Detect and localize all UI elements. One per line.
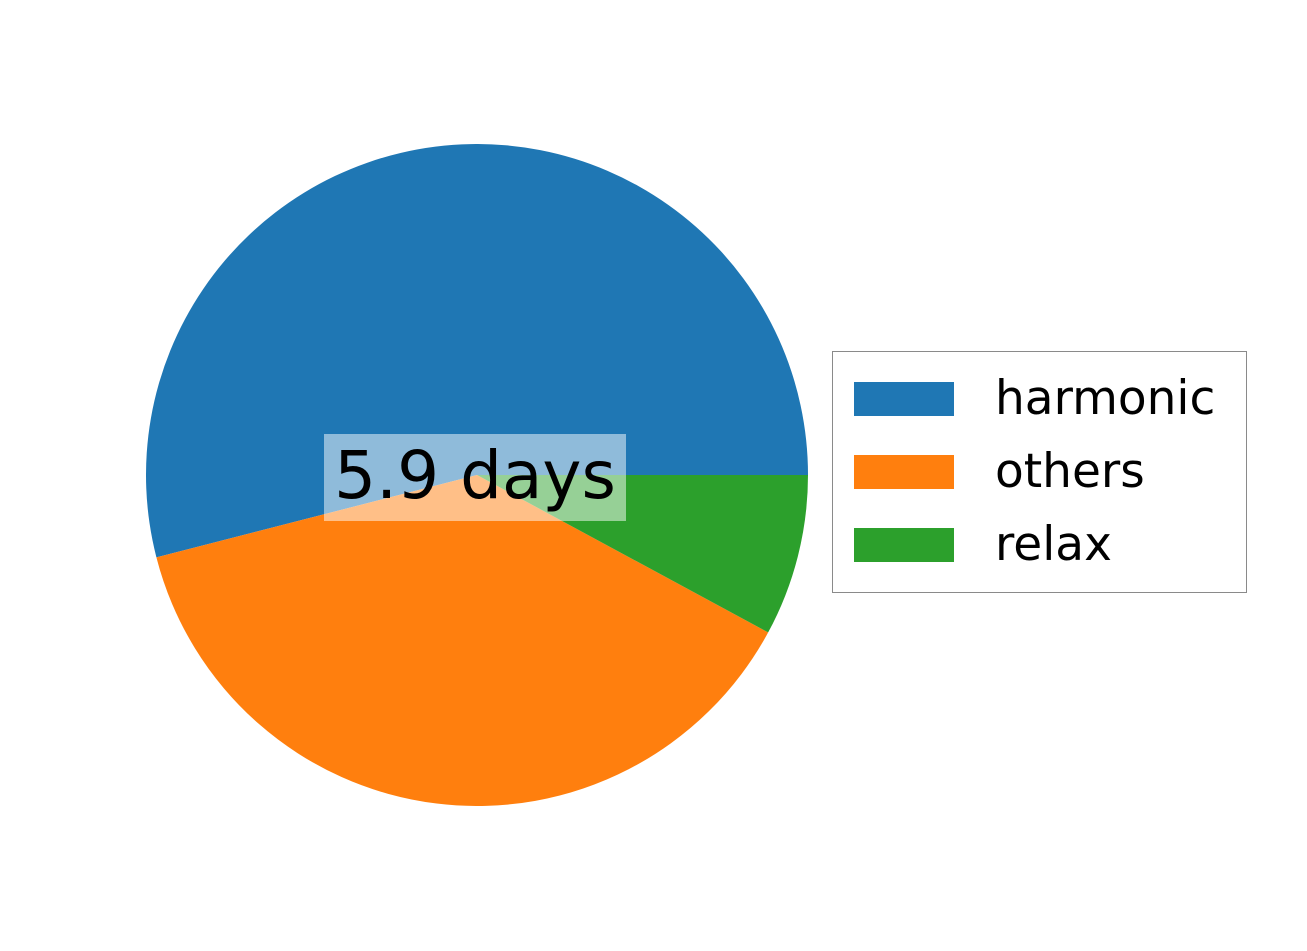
pie-slice-others <box>156 475 769 806</box>
legend-swatch-relax <box>854 528 954 562</box>
legend-label-others: others <box>995 444 1145 499</box>
legend-entry-relax: relax <box>833 498 1246 572</box>
chart-legend: harmonic others relax <box>832 351 1247 593</box>
pie-slice-group <box>146 144 808 806</box>
legend-entry-others: others <box>833 425 1246 499</box>
legend-swatch-harmonic <box>854 382 954 416</box>
pie-chart-svg <box>146 144 808 806</box>
legend-label-relax: relax <box>995 517 1112 572</box>
center-annotation-box: 5.9 days <box>324 434 626 521</box>
legend-swatch-others <box>854 455 954 489</box>
pie-chart-axes <box>146 144 808 806</box>
center-annotation-label: 5.9 days <box>334 436 616 514</box>
pie-slice-harmonic <box>146 144 808 558</box>
legend-entry-harmonic: harmonic <box>833 352 1246 426</box>
legend-label-harmonic: harmonic <box>995 371 1216 426</box>
